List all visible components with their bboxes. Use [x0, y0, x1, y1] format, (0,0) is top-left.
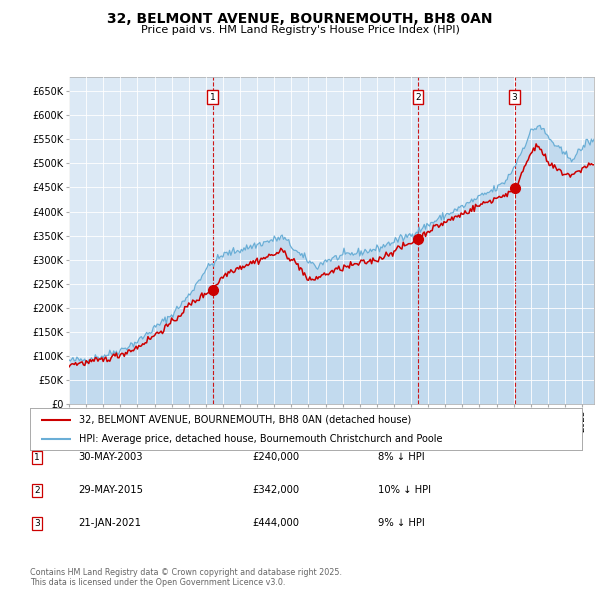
Text: £444,000: £444,000 — [252, 519, 299, 528]
Text: 3: 3 — [34, 519, 40, 528]
Text: 9% ↓ HPI: 9% ↓ HPI — [378, 519, 425, 528]
Text: 2: 2 — [34, 486, 40, 495]
Text: £240,000: £240,000 — [252, 453, 299, 462]
Text: 30-MAY-2003: 30-MAY-2003 — [78, 453, 143, 462]
Text: 32, BELMONT AVENUE, BOURNEMOUTH, BH8 0AN: 32, BELMONT AVENUE, BOURNEMOUTH, BH8 0AN — [107, 12, 493, 26]
Text: 3: 3 — [512, 93, 518, 102]
Text: Price paid vs. HM Land Registry's House Price Index (HPI): Price paid vs. HM Land Registry's House … — [140, 25, 460, 35]
Text: 10% ↓ HPI: 10% ↓ HPI — [378, 486, 431, 495]
Text: 1: 1 — [210, 93, 215, 102]
Text: HPI: Average price, detached house, Bournemouth Christchurch and Poole: HPI: Average price, detached house, Bour… — [79, 434, 442, 444]
Text: 1: 1 — [34, 453, 40, 462]
Text: 2: 2 — [415, 93, 421, 102]
Text: 32, BELMONT AVENUE, BOURNEMOUTH, BH8 0AN (detached house): 32, BELMONT AVENUE, BOURNEMOUTH, BH8 0AN… — [79, 415, 411, 425]
Text: 29-MAY-2015: 29-MAY-2015 — [78, 486, 143, 495]
Text: 21-JAN-2021: 21-JAN-2021 — [78, 519, 141, 528]
Text: Contains HM Land Registry data © Crown copyright and database right 2025.
This d: Contains HM Land Registry data © Crown c… — [30, 568, 342, 587]
Text: 8% ↓ HPI: 8% ↓ HPI — [378, 453, 425, 462]
Text: £342,000: £342,000 — [252, 486, 299, 495]
